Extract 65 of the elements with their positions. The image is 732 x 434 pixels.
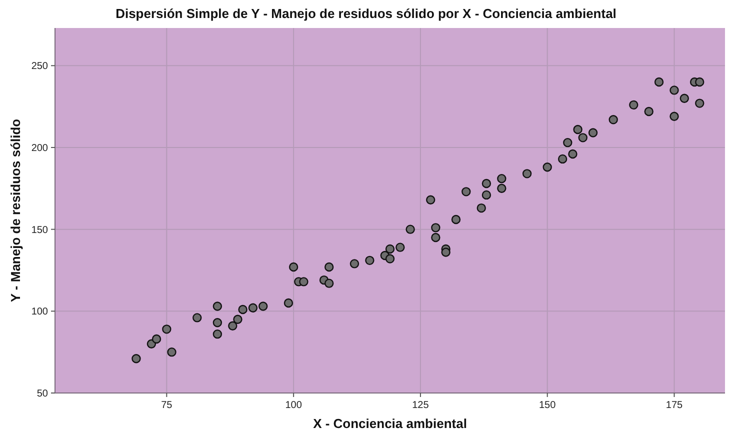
point	[558, 154, 568, 164]
point	[212, 302, 222, 311]
y-tick-label: 150	[31, 224, 48, 236]
point	[228, 321, 238, 330]
y-tick-label: 250	[31, 61, 48, 72]
point	[212, 329, 222, 339]
point	[132, 354, 141, 364]
point	[588, 128, 598, 138]
point	[284, 298, 294, 308]
y-tick-label: 100	[31, 306, 48, 318]
point	[497, 184, 506, 193]
x-tick-label: 75	[161, 400, 173, 411]
point	[654, 77, 664, 87]
point	[629, 100, 638, 110]
x-tick-label: 150	[539, 400, 556, 411]
point	[162, 324, 172, 334]
point	[451, 214, 461, 224]
point	[396, 242, 405, 252]
point	[299, 277, 308, 286]
point	[365, 256, 374, 266]
point	[238, 304, 248, 314]
point	[233, 314, 242, 324]
x-tick-label: 100	[285, 400, 302, 411]
point	[670, 86, 679, 95]
chart-title: Dispersión Simple de Y - Manejo de residuos sólido por X - Conciencia ambiental	[116, 6, 616, 21]
point	[568, 149, 578, 159]
point	[350, 259, 360, 268]
point	[406, 224, 415, 234]
y-axis-title: Y - Manejo de residuos sólido	[8, 118, 23, 302]
point	[385, 254, 395, 264]
point	[324, 278, 334, 288]
point	[497, 174, 506, 184]
point	[258, 302, 268, 311]
point	[482, 190, 492, 200]
point	[695, 98, 704, 108]
point	[522, 169, 532, 178]
point	[167, 347, 176, 357]
point	[578, 133, 588, 142]
point	[152, 334, 162, 344]
point	[608, 115, 618, 124]
y-tick-label: 50	[36, 388, 48, 400]
point	[324, 262, 334, 272]
x-tick-label: 175	[666, 400, 684, 411]
point	[563, 138, 572, 148]
point	[441, 248, 450, 257]
point	[482, 178, 492, 188]
x-axis-title: X - Conciencia ambiental	[313, 416, 467, 431]
point	[248, 303, 258, 312]
point	[288, 262, 298, 272]
point	[385, 244, 395, 254]
point	[680, 94, 689, 103]
point	[462, 187, 471, 196]
point	[192, 313, 202, 322]
x-tick-label: 125	[412, 400, 430, 411]
point	[670, 112, 679, 121]
point	[644, 106, 654, 116]
y-tick-label: 200	[31, 142, 48, 154]
point	[573, 124, 582, 134]
point	[431, 232, 440, 242]
point	[542, 162, 552, 172]
point	[426, 195, 436, 204]
point	[212, 318, 222, 328]
point	[476, 203, 486, 213]
point	[695, 77, 704, 87]
point	[431, 223, 440, 232]
